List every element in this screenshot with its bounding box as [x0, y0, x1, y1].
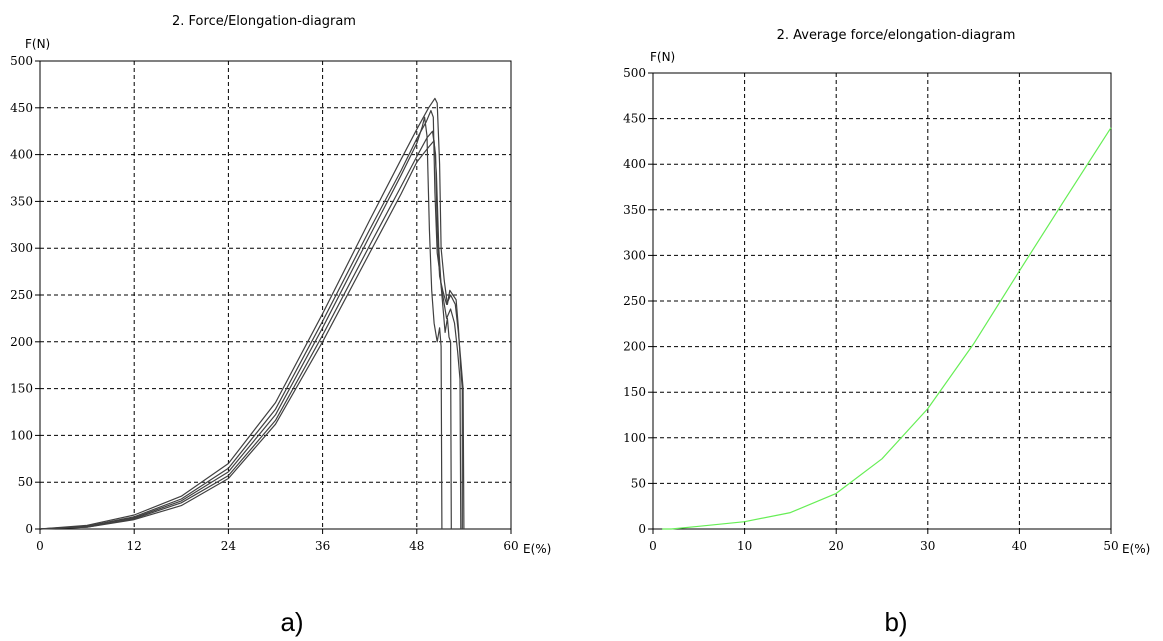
chart-b-title: 2. Average force/elongation-diagram: [777, 28, 1016, 43]
chart-a-title: 2. Force/Elongation-diagram: [172, 14, 356, 29]
chart-a-ytick-label: 100: [10, 428, 33, 442]
chart-b-ytick-label: 300: [623, 248, 646, 262]
chart-b-ytick-label: 450: [623, 112, 646, 126]
chart-a-series-line-3: [39, 116, 443, 530]
chart-b-ytick-label: 200: [623, 340, 646, 354]
chart-b-ticks: 0 10 20 30 40 5005010015020025030035040045050…: [623, 66, 1119, 553]
chart-a-ytick-label: 200: [10, 335, 33, 349]
chart-a-xtick-label: 24: [221, 539, 237, 553]
chart-a-ytick-label: 500: [10, 54, 33, 68]
chart-b-series-group: [662, 127, 1112, 530]
chart-b-xlabel: E(%): [1122, 542, 1150, 556]
chart-b-xtick-label: 0: [649, 539, 657, 553]
chart-a-caption: a): [280, 607, 303, 637]
chart-b-xtick-label: 30: [920, 539, 935, 553]
chart-a-series-line-1: [39, 97, 463, 530]
chart-b-caption: b): [884, 607, 907, 637]
chart-a-xlabel: E(%): [523, 542, 551, 556]
chart-a-ytick-label: 450: [10, 101, 33, 115]
chart-a-series-line-4: [39, 130, 465, 530]
chart-a-xtick-label: 60: [503, 539, 518, 553]
chart-a-ytick-label: 150: [10, 382, 33, 396]
chart-a-xtick-label: 12: [127, 539, 142, 553]
chart-b-xtick-label: 20: [829, 539, 844, 553]
chart-b-ylabel: F(N): [650, 50, 675, 64]
chart-a-series-group: [39, 97, 465, 530]
chart-b-xtick-label: 40: [1012, 539, 1027, 553]
chart-a-xtick-label: 48: [409, 539, 424, 553]
chart-b-ytick-label: 350: [623, 203, 646, 217]
chart-a-ytick-label: 300: [10, 241, 33, 255]
chart-b-ytick-label: 50: [631, 476, 646, 490]
chart-a-xtick-label: 36: [315, 539, 330, 553]
chart-a-xtick-label: 0: [36, 539, 44, 553]
chart-b-ytick-label: 0: [638, 522, 646, 536]
chart-b-xtick-label: 10: [737, 539, 752, 553]
chart-a-series-line-2: [39, 109, 452, 530]
chart-a-ytick-label: 250: [10, 288, 33, 302]
chart-b-plot-frame: [652, 72, 1112, 530]
chart-a-ylabel: F(N): [25, 37, 50, 51]
chart-a-grid: [40, 60, 512, 529]
chart-a-ytick-label: 0: [25, 522, 33, 536]
chart-a: 2. Force/Elongation-diagram F(N) E(%) 0 1…: [10, 14, 551, 637]
chart-a-series-line-5: [39, 140, 462, 530]
chart-a-ytick-label: 50: [18, 475, 33, 489]
chart-b-xtick-label: 50: [1103, 539, 1118, 553]
chart-b-ytick-label: 250: [623, 294, 646, 308]
chart-a-ytick-label: 350: [10, 194, 33, 208]
chart-b: 2. Average force/elongation-diagram F(N)…: [623, 28, 1150, 637]
chart-b-grid: [653, 72, 1112, 529]
chart-b-ytick-label: 400: [623, 157, 646, 171]
chart-b-ytick-label: 150: [623, 385, 646, 399]
chart-a-ytick-label: 400: [10, 148, 33, 162]
chart-b-series-line-1: [662, 127, 1112, 530]
chart-b-ytick-label: 100: [623, 431, 646, 445]
chart-b-ytick-label: 500: [623, 66, 646, 80]
chart-a-ticks: 0 12 24 36 48 60 0 50 100 150 200 250 300 350 400 450 50…: [10, 54, 519, 553]
